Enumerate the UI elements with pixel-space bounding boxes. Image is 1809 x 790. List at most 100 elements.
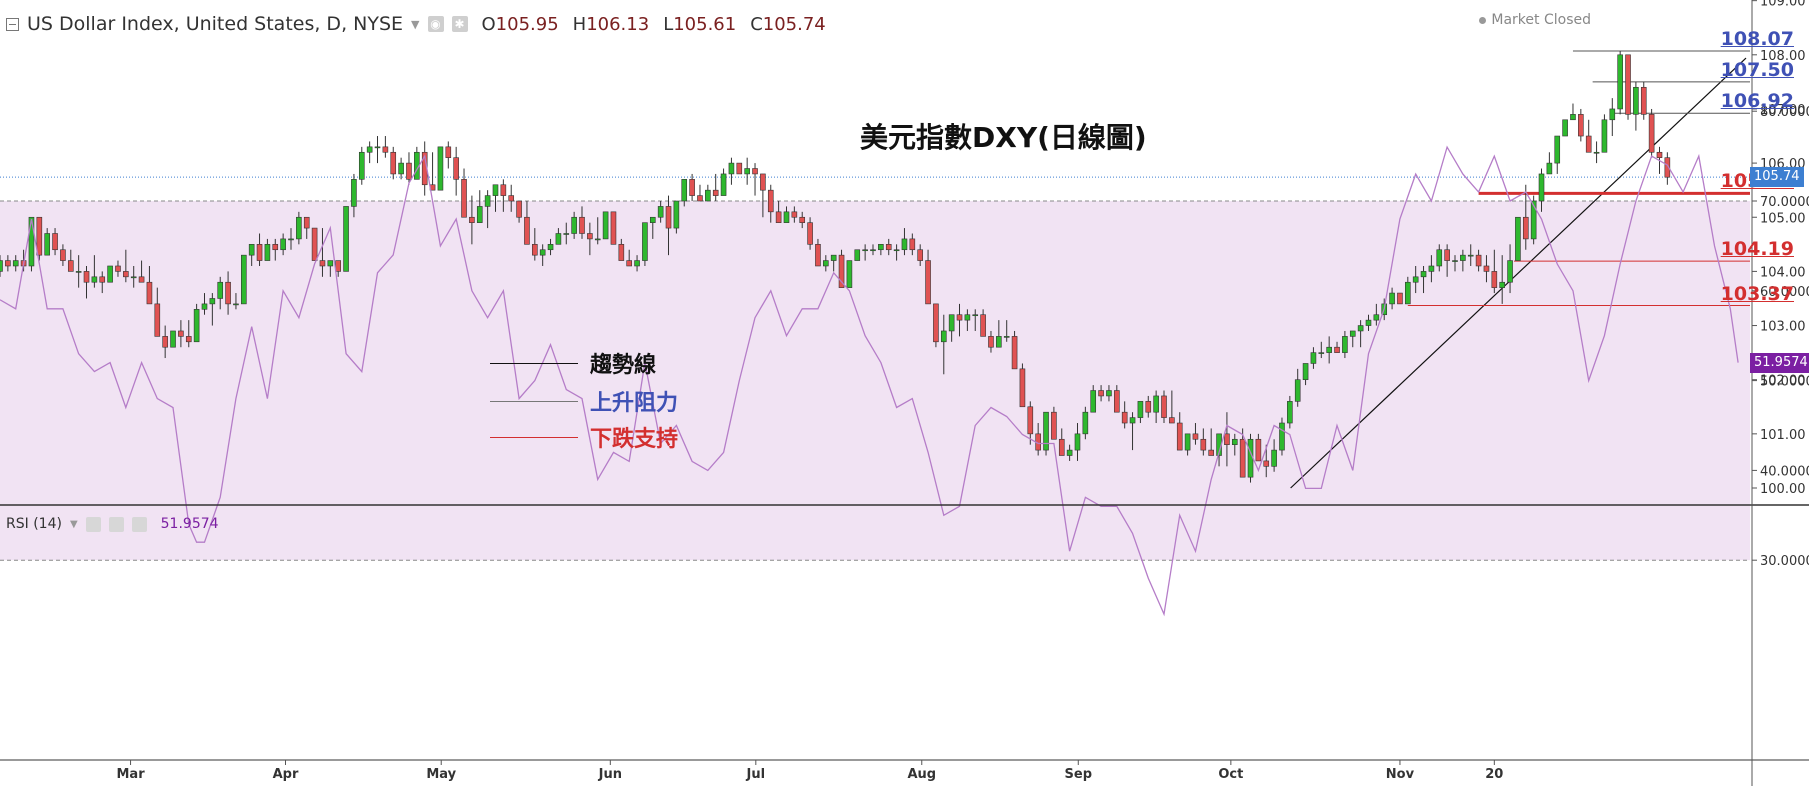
candle bbox=[1043, 411, 1049, 456]
candle-body bbox=[799, 216, 806, 223]
collapse-icon[interactable] bbox=[6, 17, 19, 31]
candle bbox=[1397, 292, 1403, 305]
candle-body bbox=[1656, 151, 1663, 158]
price-tick-label: 102.00 bbox=[1760, 374, 1806, 389]
candle-body bbox=[476, 206, 483, 223]
candle-body bbox=[1349, 330, 1356, 337]
candle bbox=[1161, 390, 1167, 424]
candle-body bbox=[1231, 438, 1238, 445]
candle-body bbox=[634, 260, 640, 267]
candle bbox=[1310, 347, 1317, 369]
legend-trendline: 趨勢線 bbox=[490, 347, 656, 379]
candle-body bbox=[209, 298, 216, 305]
candle bbox=[209, 293, 216, 326]
candle-body bbox=[878, 244, 884, 251]
candle-body bbox=[1310, 352, 1317, 364]
candle bbox=[1192, 423, 1199, 445]
candle bbox=[52, 228, 58, 256]
candle bbox=[60, 244, 66, 266]
gear-icon[interactable] bbox=[108, 516, 124, 532]
candle-body bbox=[0, 260, 3, 272]
candle-body bbox=[1562, 119, 1568, 137]
candle-body bbox=[44, 233, 50, 256]
candle-body bbox=[830, 254, 837, 261]
candle-body bbox=[563, 233, 570, 235]
candle-body bbox=[91, 276, 98, 283]
candle-body bbox=[492, 184, 499, 196]
price-tick-label: 105.00 bbox=[1760, 211, 1806, 226]
candle-body bbox=[940, 330, 947, 343]
candle bbox=[170, 330, 176, 348]
time-tick-label: Sep bbox=[1065, 767, 1093, 782]
candle-body bbox=[99, 276, 106, 283]
eye-icon[interactable] bbox=[85, 516, 101, 532]
candle bbox=[547, 238, 554, 256]
candle-body bbox=[594, 238, 601, 241]
candle-body bbox=[201, 303, 208, 310]
status-dot-icon bbox=[1479, 16, 1487, 24]
candle bbox=[587, 222, 593, 256]
candle-body bbox=[272, 244, 279, 251]
candle-body bbox=[1294, 379, 1301, 402]
time-tick-label: 20 bbox=[1485, 767, 1503, 782]
candle bbox=[1365, 314, 1372, 331]
candle bbox=[1491, 249, 1498, 294]
candle-body bbox=[980, 314, 986, 337]
candle-body bbox=[1239, 438, 1246, 478]
candle bbox=[492, 184, 499, 212]
candle-body bbox=[351, 179, 357, 207]
candle bbox=[649, 216, 656, 239]
candle-body bbox=[901, 238, 908, 251]
candle bbox=[744, 157, 750, 185]
chevron-down-icon[interactable]: ▼ bbox=[69, 518, 78, 530]
candle bbox=[634, 255, 640, 272]
rsi-title[interactable]: RSI (14) bbox=[6, 516, 62, 532]
candle bbox=[893, 244, 900, 261]
rsi-tick-label: 40.0000 bbox=[1760, 464, 1809, 479]
price-tick-label: 104.00 bbox=[1760, 265, 1806, 280]
candle bbox=[602, 211, 609, 240]
close-icon[interactable] bbox=[131, 516, 147, 532]
candle bbox=[256, 233, 263, 266]
candle bbox=[712, 173, 719, 202]
rsi-tick-label: 70.0000 bbox=[1760, 195, 1809, 210]
candle-body bbox=[162, 336, 168, 348]
candle bbox=[272, 238, 279, 261]
gear-icon[interactable]: ✱ bbox=[451, 16, 468, 32]
candle bbox=[1090, 385, 1097, 413]
candle-body bbox=[1074, 433, 1081, 451]
candle-body bbox=[319, 260, 326, 267]
chevron-down-icon[interactable]: ▼ bbox=[411, 17, 420, 31]
candle-body bbox=[712, 189, 719, 196]
candle bbox=[1420, 265, 1427, 294]
candle bbox=[1145, 395, 1152, 418]
candle bbox=[201, 293, 208, 315]
candle bbox=[516, 200, 522, 223]
rsi-tick-label: 50.0000 bbox=[1760, 375, 1809, 390]
candle bbox=[303, 216, 310, 239]
candle-body bbox=[846, 260, 853, 288]
ohlc-low: L105.61 bbox=[663, 13, 737, 35]
candle bbox=[1302, 363, 1309, 386]
candle-body bbox=[642, 222, 648, 261]
candle bbox=[1082, 406, 1089, 440]
candle bbox=[830, 254, 837, 272]
candle bbox=[626, 249, 632, 267]
candle-body bbox=[1019, 368, 1026, 408]
time-tick-label: Apr bbox=[273, 767, 299, 782]
candle-body bbox=[1475, 254, 1482, 267]
candle-body bbox=[1208, 449, 1214, 456]
candle bbox=[925, 249, 931, 305]
candle-body bbox=[374, 146, 381, 149]
resistance-label: 106.92 bbox=[1720, 90, 1794, 113]
candle bbox=[248, 244, 255, 266]
candle bbox=[91, 255, 98, 288]
candle-body bbox=[500, 184, 507, 196]
candle bbox=[1247, 433, 1254, 483]
candle bbox=[807, 217, 813, 250]
eye-icon[interactable]: ◉ bbox=[427, 16, 444, 32]
candle-body bbox=[587, 233, 593, 240]
symbol-title[interactable]: US Dollar Index, United States, D, NYSE bbox=[27, 13, 404, 35]
candle bbox=[1224, 412, 1230, 467]
candle-body bbox=[1617, 54, 1623, 110]
